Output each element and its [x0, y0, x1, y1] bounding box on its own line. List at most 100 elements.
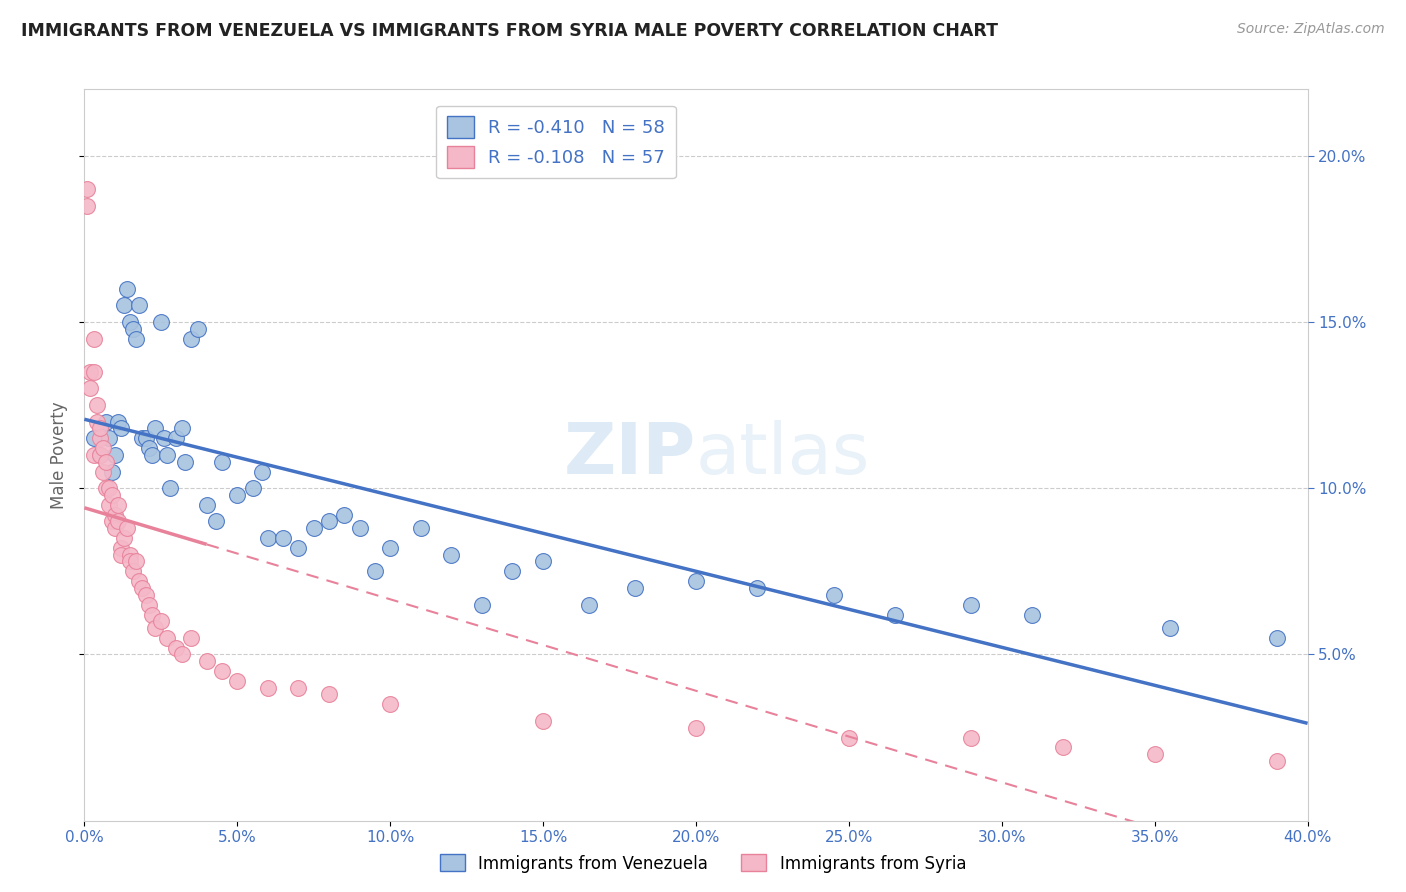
- Point: [128, 298, 150, 312]
- Point: [960, 731, 983, 745]
- Text: IMMIGRANTS FROM VENEZUELA VS IMMIGRANTS FROM SYRIA MALE POVERTY CORRELATION CHAR: IMMIGRANTS FROM VENEZUELA VS IMMIGRANTS …: [21, 22, 998, 40]
- Point: [624, 581, 647, 595]
- Point: [107, 515, 129, 529]
- Point: [128, 574, 150, 589]
- Point: [89, 431, 111, 445]
- Text: Source: ZipAtlas.com: Source: ZipAtlas.com: [1237, 22, 1385, 37]
- Point: [380, 541, 402, 555]
- Point: [156, 631, 179, 645]
- Point: [83, 448, 105, 462]
- Point: [125, 332, 148, 346]
- Point: [79, 381, 101, 395]
- Point: [89, 421, 111, 435]
- Point: [112, 531, 135, 545]
- Point: [195, 654, 218, 668]
- Point: [180, 332, 202, 346]
- Point: [1265, 631, 1288, 645]
- Point: [165, 640, 187, 655]
- Point: [380, 698, 402, 712]
- Point: [138, 598, 160, 612]
- Point: [122, 564, 145, 578]
- Point: [86, 398, 108, 412]
- Legend: Immigrants from Venezuela, Immigrants from Syria: Immigrants from Venezuela, Immigrants fr…: [433, 847, 973, 880]
- Point: [76, 198, 98, 212]
- Point: [110, 541, 132, 555]
- Point: [172, 648, 194, 662]
- Point: [318, 515, 340, 529]
- Point: [333, 508, 356, 522]
- Point: [86, 415, 108, 429]
- Point: [110, 548, 132, 562]
- Point: [226, 673, 249, 688]
- Point: [165, 431, 187, 445]
- Point: [205, 515, 228, 529]
- Point: [271, 531, 294, 545]
- Point: [1143, 747, 1166, 761]
- Point: [89, 448, 111, 462]
- Point: [823, 588, 845, 602]
- Point: [471, 598, 494, 612]
- Point: [120, 554, 142, 568]
- Point: [83, 365, 105, 379]
- Point: [131, 431, 153, 445]
- Point: [1021, 607, 1043, 622]
- Point: [104, 521, 127, 535]
- Point: [79, 365, 101, 379]
- Point: [143, 421, 166, 435]
- Point: [195, 498, 218, 512]
- Point: [97, 481, 120, 495]
- Point: [94, 415, 117, 429]
- Point: [211, 454, 233, 468]
- Point: [1265, 754, 1288, 768]
- Point: [838, 731, 860, 745]
- Point: [364, 564, 387, 578]
- Point: [349, 521, 371, 535]
- Point: [115, 521, 138, 535]
- Point: [257, 531, 280, 545]
- Point: [141, 448, 163, 462]
- Point: [76, 182, 98, 196]
- Point: [960, 598, 983, 612]
- Point: [1052, 740, 1074, 755]
- Point: [1159, 621, 1181, 635]
- Point: [186, 321, 208, 335]
- Point: [107, 498, 129, 512]
- Point: [131, 581, 153, 595]
- Point: [141, 607, 163, 622]
- Point: [120, 548, 142, 562]
- Point: [174, 454, 197, 468]
- Point: [94, 481, 117, 495]
- Point: [91, 465, 114, 479]
- Y-axis label: Male Poverty: Male Poverty: [51, 401, 69, 508]
- Point: [531, 714, 554, 728]
- Legend: R = -0.410   N = 58, R = -0.108   N = 57: R = -0.410 N = 58, R = -0.108 N = 57: [436, 105, 676, 178]
- Point: [125, 554, 148, 568]
- Point: [318, 687, 340, 701]
- Point: [83, 332, 105, 346]
- Point: [107, 415, 129, 429]
- Point: [180, 631, 202, 645]
- Point: [287, 541, 309, 555]
- Point: [578, 598, 600, 612]
- Point: [153, 431, 176, 445]
- Point: [97, 498, 120, 512]
- Point: [302, 521, 325, 535]
- Point: [211, 664, 233, 678]
- Point: [104, 508, 127, 522]
- Text: atlas: atlas: [696, 420, 870, 490]
- Point: [531, 554, 554, 568]
- Point: [143, 621, 166, 635]
- Point: [104, 448, 127, 462]
- Point: [242, 481, 264, 495]
- Point: [83, 431, 105, 445]
- Point: [883, 607, 905, 622]
- Point: [440, 548, 463, 562]
- Point: [685, 721, 707, 735]
- Point: [97, 431, 120, 445]
- Point: [101, 488, 124, 502]
- Point: [94, 454, 117, 468]
- Point: [138, 442, 160, 456]
- Point: [685, 574, 707, 589]
- Point: [112, 298, 135, 312]
- Text: ZIP: ZIP: [564, 420, 696, 490]
